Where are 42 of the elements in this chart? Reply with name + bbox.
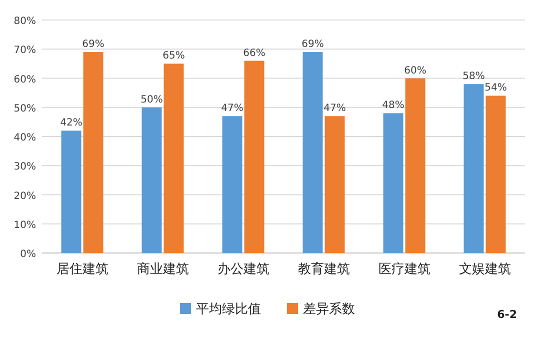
y-tick-label: 80%	[14, 16, 36, 27]
bar	[324, 116, 345, 253]
x-tick-label: 办公建筑	[217, 262, 270, 277]
data-label: 54%	[484, 82, 507, 94]
bar	[61, 130, 82, 253]
x-tick-label: 医疗建筑	[378, 262, 430, 277]
data-label: 60%	[404, 65, 426, 76]
data-label: 48%	[382, 100, 404, 112]
bar	[142, 107, 162, 253]
x-tick-label: 文娱建筑	[458, 262, 511, 277]
y-tick-label: 60%	[14, 74, 36, 86]
y-tick-label: 0%	[20, 249, 36, 260]
y-tick-label: 50%	[14, 103, 36, 114]
data-label: 42%	[60, 118, 82, 129]
bar	[302, 52, 323, 253]
bar	[164, 64, 184, 253]
bar	[405, 78, 426, 253]
x-tick-label: 居住建筑	[56, 262, 108, 277]
data-label: 47%	[324, 103, 346, 114]
text: 6-2	[497, 308, 517, 321]
y-tick-label: 10%	[14, 220, 36, 231]
bar	[244, 60, 264, 253]
data-label: 69%	[82, 39, 104, 50]
bar	[464, 84, 484, 253]
bar	[83, 52, 104, 253]
x-tick-label: 商业建筑	[136, 262, 189, 277]
y-tick-label: 20%	[14, 190, 36, 202]
bar	[383, 113, 404, 253]
y-tick-label: 70%	[14, 45, 36, 56]
data-label: 69%	[302, 39, 324, 50]
legend-label: 差异系数	[303, 302, 355, 317]
bar	[222, 116, 242, 253]
data-label: 47%	[221, 103, 244, 114]
data-label: 50%	[140, 94, 163, 106]
y-tick-label: 30%	[14, 162, 36, 173]
x-tick-label: 教育建筑	[298, 261, 350, 277]
data-label: 66%	[243, 48, 266, 59]
y-tick-label: 40%	[14, 132, 36, 144]
data-label: 65%	[162, 50, 185, 62]
bar	[486, 96, 506, 253]
legend-label: 平均绿比值	[196, 302, 261, 317]
data-label: 58%	[462, 71, 485, 82]
